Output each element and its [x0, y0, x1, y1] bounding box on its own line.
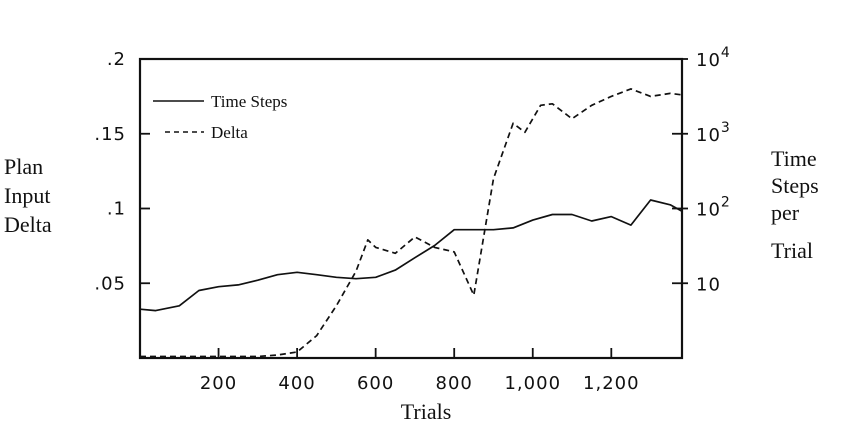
- x-axis-title: Trials: [401, 399, 452, 424]
- left-axis-title-line-2: Input: [4, 183, 50, 208]
- series-line-time-steps: [139, 199, 683, 312]
- legend-label-time-steps: Time Steps: [211, 92, 287, 111]
- x-tick-label: 1,000: [504, 373, 561, 394]
- legend-label-delta: Delta: [211, 123, 248, 142]
- right-y-tick-label: 104: [696, 45, 731, 71]
- series-layer: [139, 88, 683, 358]
- axis-ticks: 200 400 600 800 1,000 1,200 .05 .1 .15 .2 10 102 103…: [94, 45, 731, 394]
- right-y-tick-label: 10: [696, 274, 721, 295]
- left-y-tick-label: .2: [107, 49, 126, 70]
- left-axis-title-line-3: Delta: [4, 212, 52, 237]
- right-axis-title-line-2: Steps: [771, 173, 819, 198]
- right-axis-title: Time Steps per Trial: [771, 146, 824, 263]
- left-axis-title-line-1: Plan: [4, 154, 43, 179]
- x-tick-label: 400: [278, 373, 315, 394]
- x-tick-label: 1,200: [583, 373, 640, 394]
- legend: Time Steps Delta: [153, 92, 287, 142]
- left-y-tick-label: .05: [94, 273, 126, 294]
- x-tick-label: 600: [357, 373, 394, 394]
- right-y-tick-label: 103: [696, 120, 731, 146]
- right-axis-title-line-3: per: [771, 200, 800, 225]
- series-line-delta: [140, 88, 683, 358]
- x-tick-label: 800: [436, 373, 473, 394]
- x-tick-label: 200: [200, 373, 237, 394]
- right-axis-title-line-4: Trial: [771, 238, 813, 263]
- right-axis-title-line-1: Time: [771, 146, 817, 171]
- left-axis-title: Plan Input Delta: [4, 154, 56, 237]
- left-y-tick-label: .1: [107, 199, 126, 220]
- left-y-tick-label: .15: [94, 124, 126, 145]
- right-y-tick-label: 102: [696, 195, 731, 221]
